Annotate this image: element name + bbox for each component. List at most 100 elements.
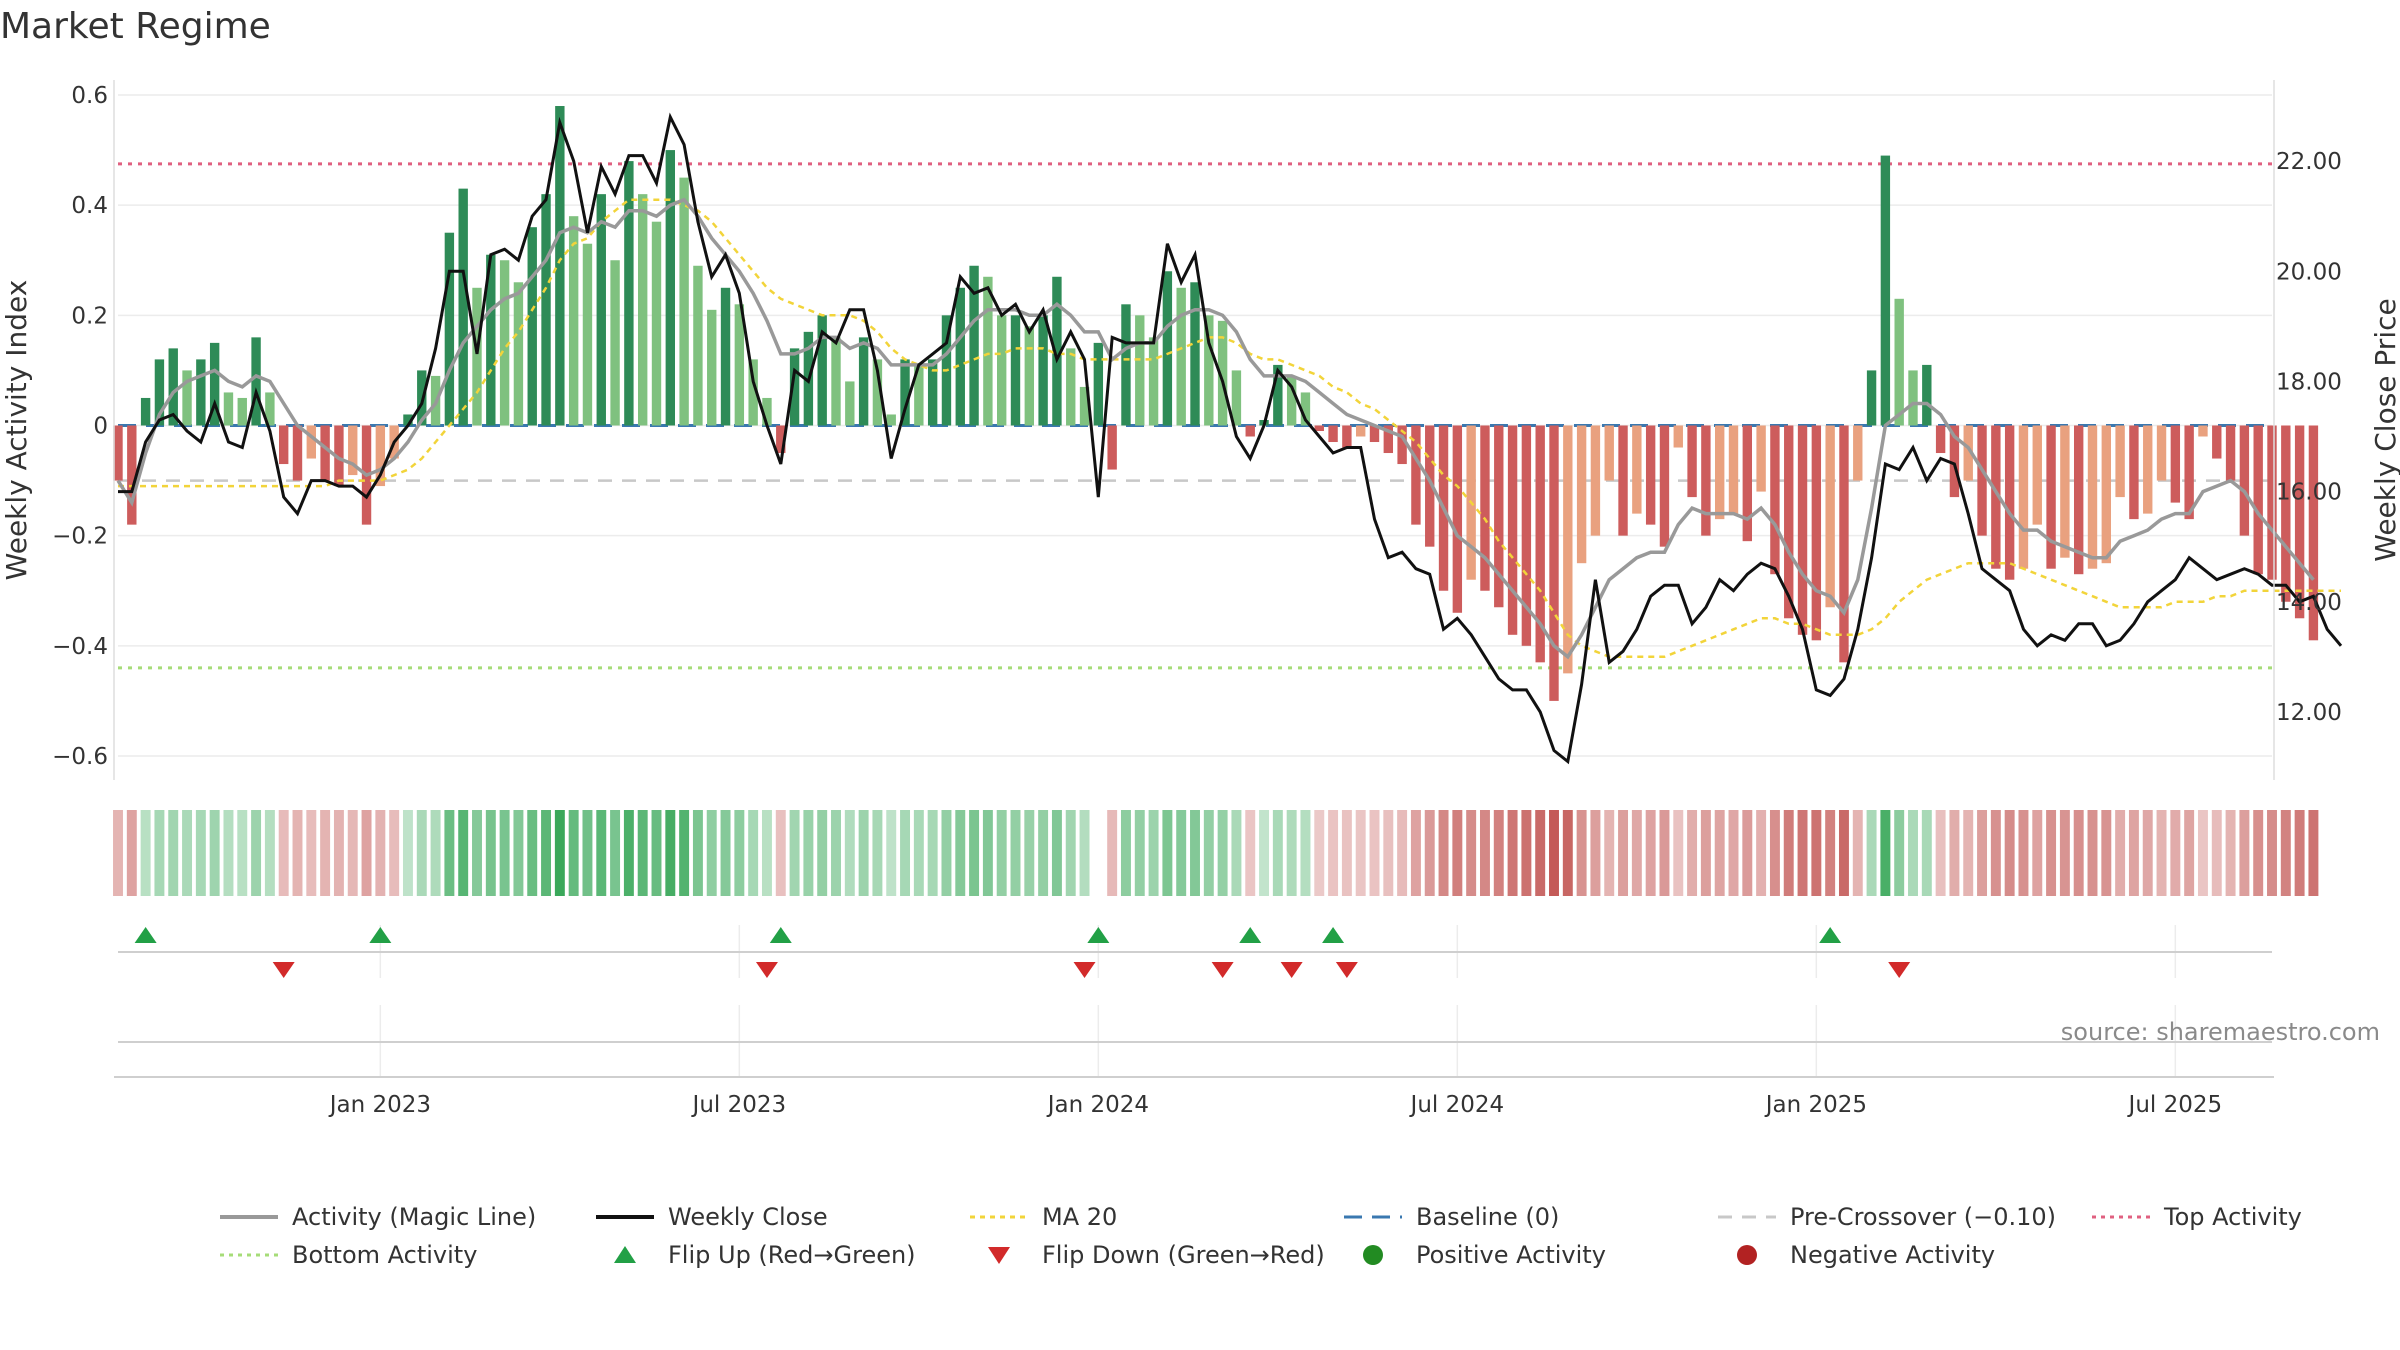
activity-bar xyxy=(969,265,979,426)
regime-strip-cell xyxy=(941,810,952,896)
regime-strip-cell xyxy=(1769,810,1780,896)
flip-down-marker xyxy=(272,962,295,978)
y-axis-left-label: Weekly Activity Index xyxy=(0,280,33,581)
activity-bar xyxy=(1784,425,1794,619)
activity-bar xyxy=(624,161,634,426)
activity-bar xyxy=(1480,425,1490,591)
legend-label: Top Activity xyxy=(2163,1203,2302,1231)
regime-strip-cell xyxy=(2087,810,2098,896)
activity-bar xyxy=(1742,425,1753,542)
activity-bar xyxy=(1148,337,1159,426)
activity-bar xyxy=(2267,425,2277,580)
activity-bar xyxy=(1286,375,1297,426)
regime-strip-cell xyxy=(955,810,966,896)
regime-strip-cell xyxy=(1631,810,1642,896)
regime-strip-cell xyxy=(2018,810,2029,896)
regime-strip-cell xyxy=(692,810,703,896)
activity-bar xyxy=(582,243,593,426)
axes: 0.6 0.4 0.2 0 −0.2 −0.4 −0.6 22.00 20.00 18.00 16.… xyxy=(52,80,2342,780)
activity-bar xyxy=(1328,425,1338,443)
activity-bar xyxy=(762,397,772,426)
regime-strip-cell xyxy=(1466,810,1477,896)
y-right-tick-label: 12.00 xyxy=(2276,700,2342,726)
legend-label: Weekly Close xyxy=(668,1203,828,1231)
regime-strip-cell xyxy=(1645,810,1656,896)
regime-strip-cell xyxy=(485,810,496,896)
activity-bar xyxy=(1770,425,1780,575)
activity-bar xyxy=(2281,425,2291,602)
x-tick-label: Jan 2023 xyxy=(328,1092,431,1118)
activity-bar xyxy=(1853,425,1863,481)
regime-strip-cell xyxy=(1410,810,1421,896)
activity-bar xyxy=(914,364,924,426)
activity-bar xyxy=(113,425,123,481)
regime-strip-cell xyxy=(761,810,772,896)
activity-bar xyxy=(1245,425,1255,437)
regime-strip-cell xyxy=(472,810,482,896)
x-tick-label: Jan 2025 xyxy=(1764,1092,1867,1118)
regime-strip-cell xyxy=(582,810,593,896)
regime-strip-cell xyxy=(2294,810,2305,896)
activity-bar xyxy=(1452,425,1463,613)
regime-strip-cell xyxy=(2170,810,2181,896)
regime-strip-cell xyxy=(1245,810,1256,896)
y-left-tick-label: 0.2 xyxy=(71,303,108,329)
regime-strip-cell xyxy=(1328,810,1339,896)
y-left-tick-label: −0.2 xyxy=(52,524,108,550)
y-left-tick-label: 0.6 xyxy=(71,83,108,109)
activity-bar xyxy=(320,425,330,481)
regime-strip-cell xyxy=(1714,810,1725,896)
activity-bar xyxy=(1590,425,1601,536)
activity-bar xyxy=(444,232,455,426)
activity-bar xyxy=(1231,370,1242,426)
activity-bar xyxy=(817,315,827,426)
regime-strip-cell xyxy=(264,810,275,896)
regime-strip-cell xyxy=(389,810,400,896)
regime-strip-cell xyxy=(251,810,262,896)
activity-bar xyxy=(2101,425,2112,564)
weekly-close-line xyxy=(118,112,2343,765)
regime-strip-cell xyxy=(1024,810,1035,896)
activity-bar xyxy=(1880,155,1891,426)
legend-label: Flip Down (Green→Red) xyxy=(1042,1241,1325,1269)
regime-strip-cell xyxy=(333,810,344,896)
regime-strip-cell xyxy=(402,810,413,896)
activity-bar xyxy=(983,276,993,426)
legend-label: Negative Activity xyxy=(1790,1241,1995,1269)
activity-bar xyxy=(2129,425,2139,520)
activity-bar xyxy=(1425,425,1435,547)
activity-bar xyxy=(1825,425,1835,608)
regime-strip-cell xyxy=(2115,810,2126,896)
activity-bar xyxy=(1728,425,1739,514)
activity-bar xyxy=(1135,315,1145,426)
y-right-tick-label: 16.00 xyxy=(2276,480,2342,506)
ma20-line xyxy=(118,198,2341,659)
regime-strip-cell xyxy=(306,810,317,896)
regime-strip-cell xyxy=(168,810,179,896)
regime-strip-cell xyxy=(1838,810,1849,896)
activity-bar xyxy=(1093,342,1104,426)
activity-bar xyxy=(2170,425,2181,503)
regime-strip-cell xyxy=(1300,810,1311,896)
activity-bar xyxy=(541,194,551,426)
activity-bar xyxy=(1687,425,1697,498)
regime-strip-cell xyxy=(734,810,745,896)
regime-strip-cell xyxy=(113,810,123,896)
regime-strip-cell xyxy=(554,810,565,896)
activity-bar xyxy=(209,342,220,426)
regime-strip-cell xyxy=(1756,810,1767,896)
activity-bar xyxy=(1797,425,1808,635)
regime-strip-cell xyxy=(1272,810,1283,896)
activity-bar xyxy=(2184,425,2194,520)
regime-strip-cell xyxy=(195,810,206,896)
activity-bar xyxy=(375,425,386,487)
y-right-tick-label: 20.00 xyxy=(2276,259,2342,285)
flip-up-marker xyxy=(1819,927,1842,943)
activity-bar xyxy=(403,414,413,426)
activity-bar xyxy=(237,397,247,426)
flip-down-marker xyxy=(1280,962,1303,978)
regime-strip-cell xyxy=(1825,810,1836,896)
legend-swatch-positive-activity xyxy=(1363,1245,1383,1265)
chart-title: Market Regime xyxy=(0,6,271,47)
regime-strip-cell xyxy=(1673,810,1684,896)
